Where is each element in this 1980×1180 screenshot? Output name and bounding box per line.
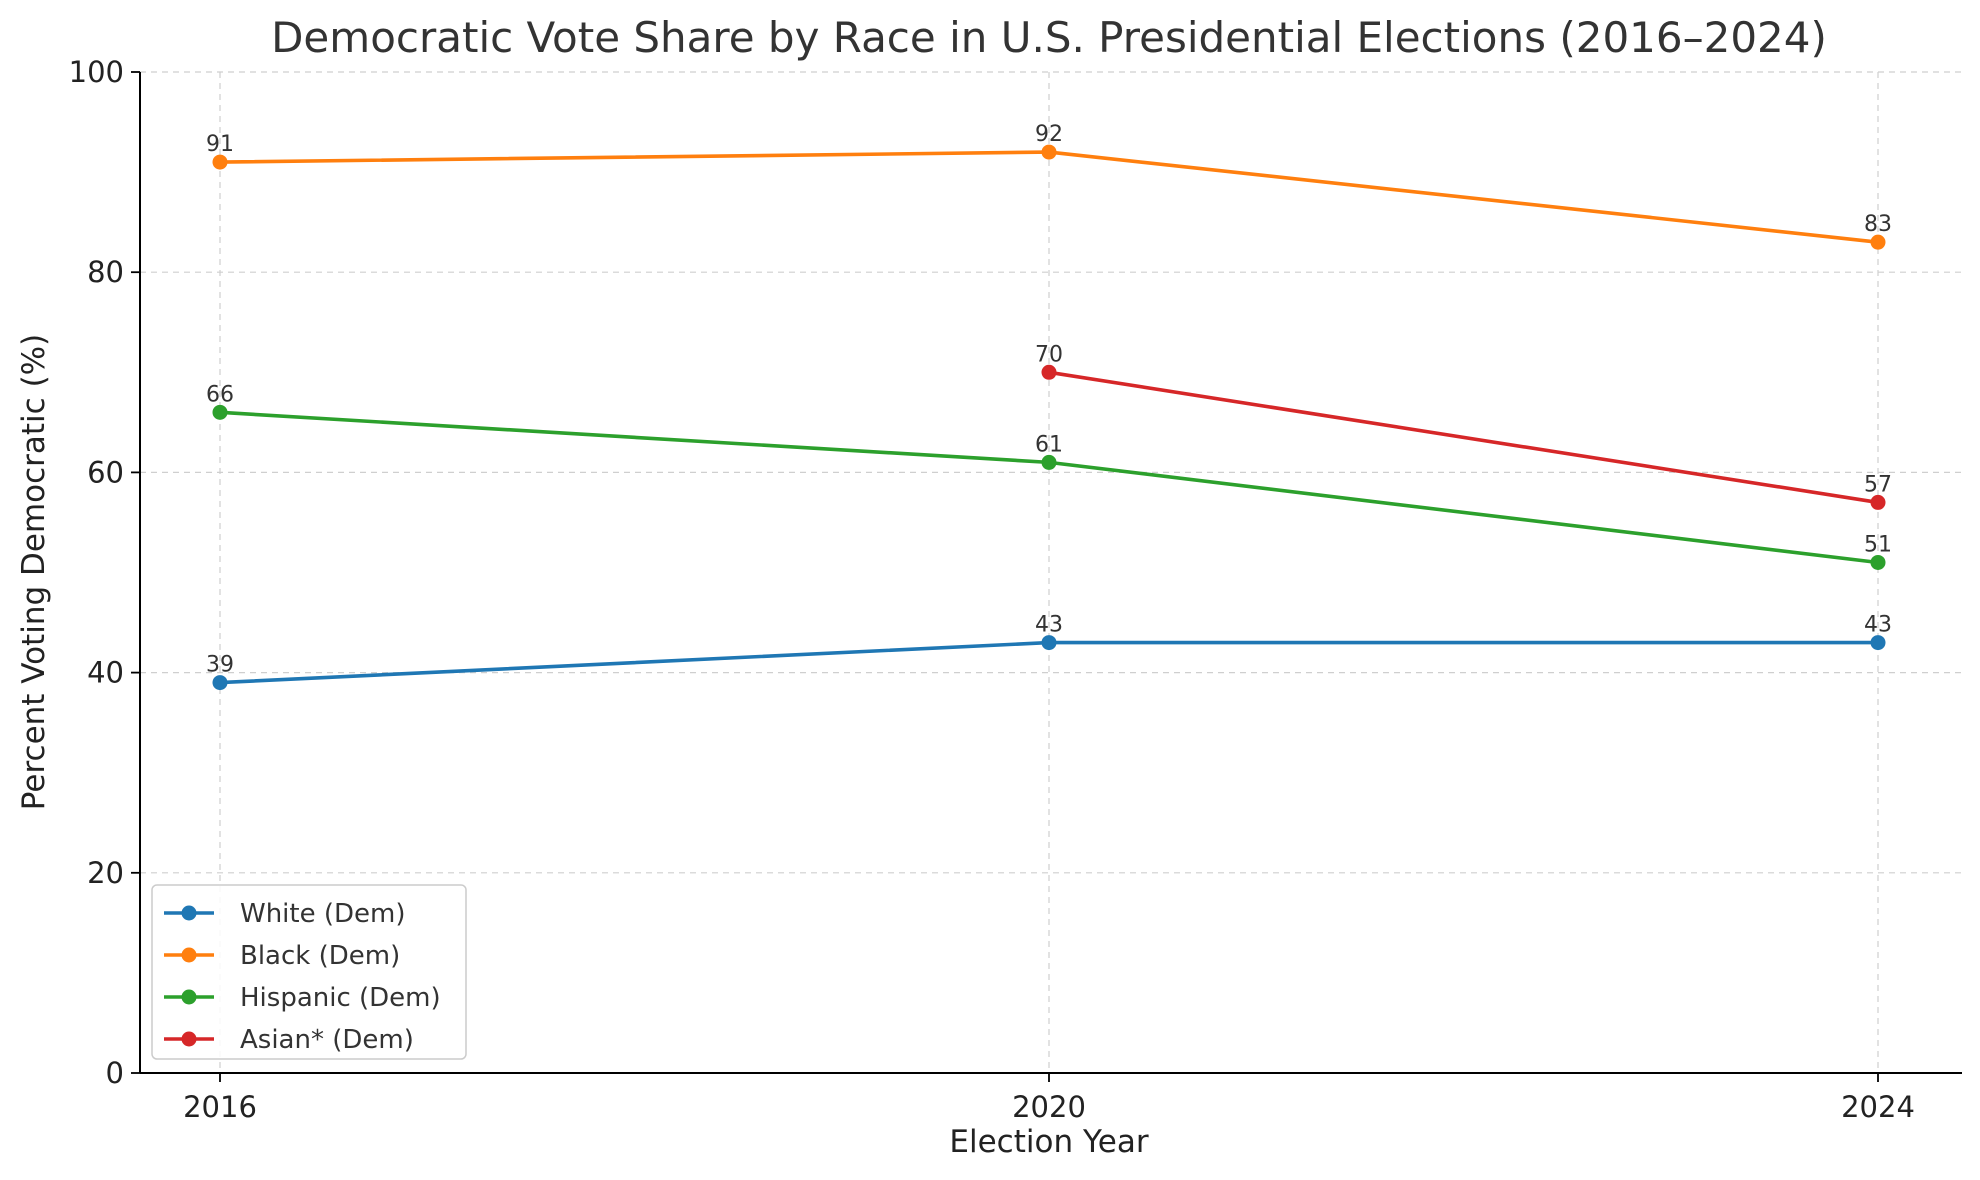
data-label-black-dem-2016: 91 bbox=[206, 132, 234, 157]
data-point-white-dem-2024 bbox=[1870, 635, 1886, 651]
legend-swatch-marker-hispanic-dem bbox=[181, 989, 197, 1005]
series-line-asian-dem bbox=[1048, 370, 1879, 505]
x-tick-label-2020: 2020 bbox=[1012, 1090, 1086, 1124]
x-tick-label-2024: 2024 bbox=[1841, 1090, 1915, 1124]
y-tick-label-40: 40 bbox=[87, 656, 124, 690]
series-group bbox=[212, 144, 1886, 691]
data-label-white-dem-2024: 43 bbox=[1864, 613, 1892, 638]
data-label-hispanic-dem-2016: 66 bbox=[206, 382, 234, 407]
data-point-asian-dem-2024 bbox=[1870, 494, 1886, 510]
data-label-white-dem-2016: 39 bbox=[206, 653, 234, 678]
data-point-black-dem-2024 bbox=[1870, 234, 1886, 250]
legend-label-white-dem: White (Dem) bbox=[240, 899, 406, 929]
data-point-hispanic-dem-2016 bbox=[212, 404, 228, 420]
legend-label-hispanic-dem: Hispanic (Dem) bbox=[240, 983, 441, 1013]
data-point-white-dem-2016 bbox=[212, 675, 228, 691]
data-point-black-dem-2016 bbox=[212, 154, 228, 170]
y-tick-label-80: 80 bbox=[87, 255, 124, 289]
legend-label-black-dem: Black (Dem) bbox=[240, 941, 400, 971]
data-label-black-dem-2020: 92 bbox=[1035, 122, 1063, 147]
data-label-asian-dem-2020: 70 bbox=[1035, 342, 1063, 367]
data-point-hispanic-dem-2024 bbox=[1870, 554, 1886, 570]
chart-title: Democratic Vote Share by Race in U.S. Pr… bbox=[271, 13, 1827, 62]
x-axis-label: Election Year bbox=[949, 1124, 1148, 1160]
axes: 0 20 40 60 80 100 2016 2020 2024 bbox=[69, 55, 1962, 1124]
legend: White (Dem) Black (Dem) Hispanic (Dem) Asia… bbox=[151, 884, 467, 1060]
legend-box bbox=[151, 884, 467, 1060]
data-point-white-dem-2020 bbox=[1041, 635, 1057, 651]
legend-label-asian-dem: Asian* (Dem) bbox=[240, 1025, 414, 1055]
x-tick-label-2016: 2016 bbox=[183, 1090, 257, 1124]
data-label-hispanic-dem-2024: 51 bbox=[1864, 532, 1892, 557]
y-tick-label-60: 60 bbox=[87, 455, 124, 489]
data-label-hispanic-dem-2020: 61 bbox=[1035, 432, 1063, 457]
legend-swatch-marker-white-dem bbox=[181, 905, 197, 921]
data-label-asian-dem-2024: 57 bbox=[1864, 472, 1892, 497]
y-tick-label-20: 20 bbox=[87, 856, 124, 890]
legend-swatch-marker-black-dem bbox=[181, 947, 197, 963]
y-tick-label-100: 100 bbox=[69, 55, 124, 89]
legend-swatch-marker-asian-dem bbox=[181, 1031, 197, 1047]
data-point-asian-dem-2020 bbox=[1041, 364, 1057, 380]
data-labels: 39 43 43 91 92 83 66 61 51 70 57 bbox=[206, 122, 1892, 678]
data-point-hispanic-dem-2020 bbox=[1041, 454, 1057, 470]
data-label-black-dem-2024: 83 bbox=[1864, 212, 1892, 237]
data-point-black-dem-2020 bbox=[1041, 144, 1057, 160]
y-tick-label-0: 0 bbox=[106, 1056, 124, 1090]
y-axis-label: Percent Voting Democratic (%) bbox=[16, 334, 52, 810]
data-label-white-dem-2020: 43 bbox=[1035, 613, 1063, 638]
